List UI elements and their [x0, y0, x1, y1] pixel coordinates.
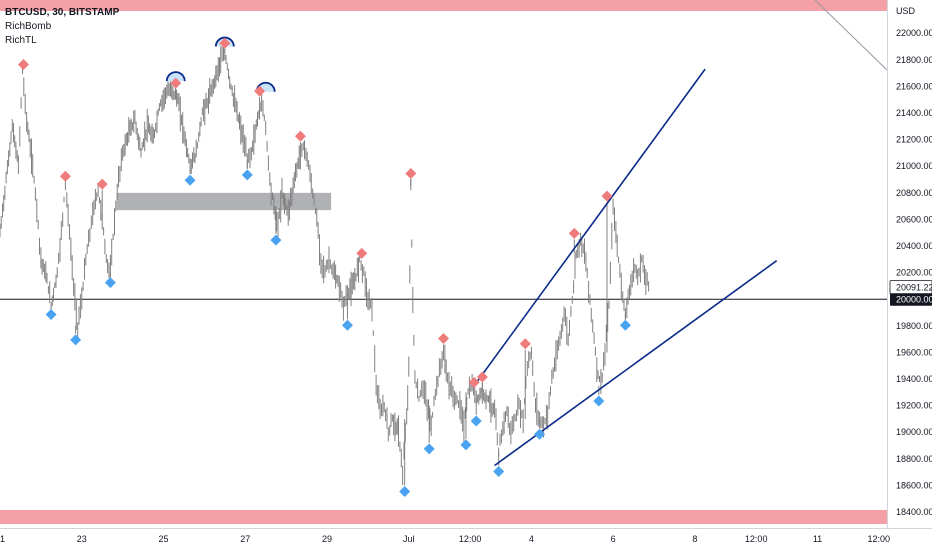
y-tick-label: 21000.00 [896, 161, 932, 171]
resistance-zone [116, 192, 332, 211]
x-tick-label: 12:00 [745, 534, 768, 544]
y-tick-label: 20800.00 [896, 188, 932, 198]
sell-signal-marker [170, 77, 182, 89]
y-tick-label: 21400.00 [896, 108, 932, 118]
buy-signal-marker [399, 485, 411, 497]
last-price-badge [889, 280, 932, 295]
indicator-richtl[interactable]: RichTL [5, 35, 37, 46]
x-tick-label: Jul [403, 534, 415, 544]
buy-signal-marker [104, 277, 116, 289]
sell-signal-marker [356, 247, 368, 259]
sell-signal-marker [254, 85, 266, 97]
y-axis-panel [887, 0, 932, 550]
y-axis-unit: USD [896, 6, 916, 16]
buy-signal-marker [241, 169, 253, 181]
x-tick-label: 1 [0, 534, 5, 544]
buy-signal-marker [423, 443, 435, 455]
y-tick-label: 18800.00 [896, 454, 932, 464]
buy-signal-marker [70, 334, 82, 346]
x-tick-label: 23 [77, 534, 87, 544]
y-tick-label: 21200.00 [896, 135, 932, 145]
x-tick-label: 25 [158, 534, 168, 544]
y-tick-label: 19400.00 [896, 374, 932, 384]
x-tick-label: 12:00 [868, 534, 891, 544]
chart-legend: BTCUSD, 30, BITSTAMP RichBomb RichTL [5, 6, 119, 48]
y-tick-label: 19600.00 [896, 347, 932, 357]
top-band [0, 0, 932, 11]
drawing-line [814, 0, 888, 71]
y-tick-label: 19200.00 [896, 401, 932, 411]
y-tick-label: 21800.00 [896, 55, 932, 65]
y-tick-label: 22000.00 [896, 28, 932, 38]
buy-signal-marker [470, 415, 482, 427]
buy-signal-marker [45, 309, 57, 321]
sell-signal-marker [468, 376, 480, 388]
indicator-richbomb[interactable]: RichBomb [5, 21, 52, 32]
pattern-arc-fill [166, 72, 185, 82]
pattern-arc [214, 36, 235, 47]
level-price-badge [890, 292, 932, 306]
x-tick-label: 4 [529, 534, 534, 544]
y-tick-label: 19800.00 [896, 321, 932, 331]
x-tick-label: 6 [611, 534, 616, 544]
y-tick-label: 19000.00 [896, 427, 932, 437]
x-tick-label: 8 [692, 534, 697, 544]
buy-signal-marker [619, 319, 631, 331]
buy-signal-marker [341, 319, 353, 331]
sell-signal-marker [96, 178, 108, 190]
x-axis-panel [0, 528, 932, 550]
sell-signal-marker [405, 168, 417, 180]
sell-signal-marker [438, 332, 449, 344]
sell-signal-marker [219, 37, 231, 49]
sell-signal-marker [294, 130, 306, 142]
sell-signal-marker [519, 338, 531, 350]
sell-signal-marker [601, 190, 613, 202]
buy-signal-marker [534, 428, 546, 440]
y-tick-label: 20200.00 [896, 268, 932, 278]
x-tick-label: 11 [813, 534, 822, 544]
last-price-label: 20091.22 [896, 282, 932, 292]
x-tick-label: 27 [240, 534, 250, 544]
sell-signal-marker [476, 371, 488, 383]
symbol-line[interactable]: BTCUSD, 30, BITSTAMP [5, 7, 120, 18]
buy-signal-marker [493, 465, 505, 477]
buy-signal-marker [184, 174, 196, 186]
bottom-band [0, 510, 932, 524]
x-tick-label: 12:00 [459, 534, 482, 544]
upper-trendline [473, 68, 706, 387]
level-price-label: 20000.00 [896, 295, 932, 305]
buy-signal-marker [460, 439, 472, 451]
y-tick-label: 20600.00 [896, 214, 932, 224]
plot-area [0, 0, 887, 528]
sell-signal-marker [568, 227, 580, 239]
x-tick-label: 29 [322, 534, 332, 544]
y-tick-label: 18400.00 [896, 507, 932, 517]
buy-signal-marker [270, 234, 282, 246]
pattern-arc [165, 71, 186, 82]
sell-signal-marker [18, 58, 30, 70]
buy-signal-marker [593, 395, 605, 407]
y-tick-label: 18600.00 [896, 480, 932, 490]
y-tick-label: 21600.00 [896, 81, 932, 91]
y-tick-label: 20400.00 [896, 241, 932, 251]
sell-signal-marker [59, 170, 71, 182]
